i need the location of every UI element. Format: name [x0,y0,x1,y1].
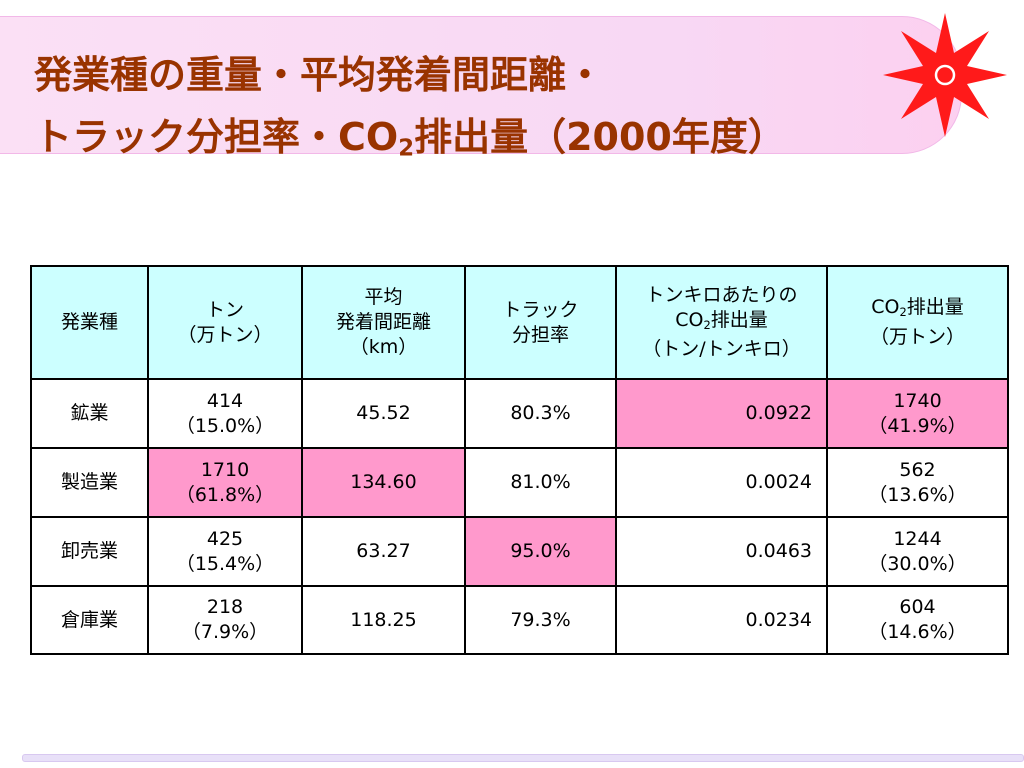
text-line: 81.0% [510,471,571,493]
header-cell: トン （万トン） [147,265,303,380]
text-line: 562 [899,458,936,481]
text-line: 発業種の重量・平均発着間距離・ [34,53,605,97]
subscript: 2 [703,317,711,332]
text-line: 414 [206,389,244,412]
table-cell: 63.27 [301,516,466,587]
text-line: （15.0%） [175,414,275,437]
table-cell: 0.0922 [615,378,828,449]
text-line: 1710 [200,458,250,481]
text-line: （万トン） [177,323,273,346]
text-line: 倉庫業 [60,608,118,631]
text-line: 0.0922 [745,402,812,424]
star-logo [883,13,1007,137]
text-line: 118.25 [350,608,417,631]
table-cell: 0.0024 [615,447,828,518]
text-line: 0.0024 [745,471,812,493]
table-row: 倉庫業 218 （7.9%） 118.25 79.3% 0.0234 604 （14.6%） [30,585,1009,655]
text-line: 製造業 [60,471,118,493]
text-line: （30.0%） [868,552,967,575]
text-line: 45.52 [356,402,411,424]
text-line: （万トン） [869,325,965,348]
table-cell: 425 （15.4%） [147,516,303,587]
table-cell: 79.3% [464,585,617,655]
table-row: 鉱業 414 （15.0%） 45.52 80.3% 0.0922 1740 （41.9%） [30,378,1009,449]
text-part: 排出量 [906,296,964,319]
header-row: 発業種 トン （万トン） 平均 発着間距離 （km） トラック 分担率 トンキロあたりの CO2排… [30,265,1009,380]
text-line: 1740 [893,389,942,412]
header-cell: トラック 分担率 [464,265,617,380]
text-line: CO2排出量 [832,295,1003,325]
text-part: 排出量（2000年度） [414,115,786,159]
text-line: トラック [502,298,579,321]
table-row: 製造業 1710 （61.8%） 134.60 81.0% 0.0024 562 （13.6%… [30,447,1009,518]
subscript: 2 [398,135,415,162]
text-line: 鉱業 [70,402,109,424]
text-line: 80.3% [510,402,571,424]
text-line: （13.6%） [868,483,967,506]
text-line: 425 [206,527,244,550]
table-cell: 81.0% [464,447,617,518]
table-cell: 1244 （30.0%） [826,516,1009,587]
header-cell: 平均発着間距離 （km） [301,265,466,380]
data-table: 発業種 トン （万トン） 平均 発着間距離 （km） トラック 分担率 トンキロあたりの CO2排… [30,265,1009,655]
text-line: （61.8%） [175,483,275,506]
table-cell: 製造業 [30,447,149,518]
header-cell: CO2排出量 （万トン） [826,265,1009,380]
text-line: 79.3% [510,608,571,631]
text-part: CO [675,308,704,331]
table-cell: 118.25 [301,585,466,655]
text-line: 95.0% [510,540,571,562]
text-line: 63.27 [356,540,411,562]
text-part: トラック分担率・CO [34,115,399,159]
table-cell: 1740 （41.9%） [826,378,1009,449]
text-line: 平均 [364,286,403,308]
table-cell: 鉱業 [30,378,149,449]
text-line: 0.0463 [745,540,812,562]
text-part: CO [871,296,900,319]
table-cell: 604 （14.6%） [826,585,1009,655]
title: 発業種の重量・平均発着間距離・ トラック分担率・CO2排出量（2000年度） [34,44,786,180]
header-cell: トンキロあたりの CO2排出量 （トン/トンキロ） [615,265,828,380]
table-cell: 95.0% [464,516,617,587]
table-cell: 80.3% [464,378,617,449]
text-line: （トン/トンキロ） [642,338,801,361]
table-cell: 0.0463 [615,516,828,587]
text-line: 発業種 [60,311,118,333]
text-line: 分担率 [511,323,569,346]
text-line: （7.9%） [181,621,269,643]
text-line: （14.6%） [868,621,967,643]
text-line: （km） [349,336,418,358]
subscript: 2 [899,304,907,319]
table-cell: 1710 （61.8%） [147,447,303,518]
text-line: 0.0234 [745,608,812,631]
text-line: 604 [899,596,936,618]
table-cell: 218 （7.9%） [147,585,303,655]
table-cell: 562 （13.6%） [826,447,1009,518]
text-line: （15.4%） [175,552,275,575]
text-line: トンキロあたりの [645,283,798,306]
footer-line [22,754,1024,762]
text-part: 排出量 [710,308,768,331]
text-line: 218 [206,596,244,618]
text-line: 1244 [893,527,942,550]
text-line: 134.60 [350,471,417,493]
table-cell: 0.0234 [615,585,828,655]
text-line: 発着間距離 [335,311,431,333]
table-cell: 414 （15.0%） [147,378,303,449]
table-row: 卸売業 425 （15.4%） 63.27 95.0% 0.0463 1244 （30.0%） [30,516,1009,587]
text-line: （41.9%） [868,414,967,437]
table-cell: 134.60 [301,447,466,518]
text-line: 卸売業 [60,540,118,562]
text-line: CO2排出量 [621,308,822,338]
table-cell: 45.52 [301,378,466,449]
title-band [0,16,962,154]
text-line: トラック分担率・CO2排出量（2000年度） [34,106,786,180]
header-cell: 発業種 [30,265,149,380]
text-line: トン [205,298,244,321]
table-cell: 倉庫業 [30,585,149,655]
table-cell: 卸売業 [30,516,149,587]
